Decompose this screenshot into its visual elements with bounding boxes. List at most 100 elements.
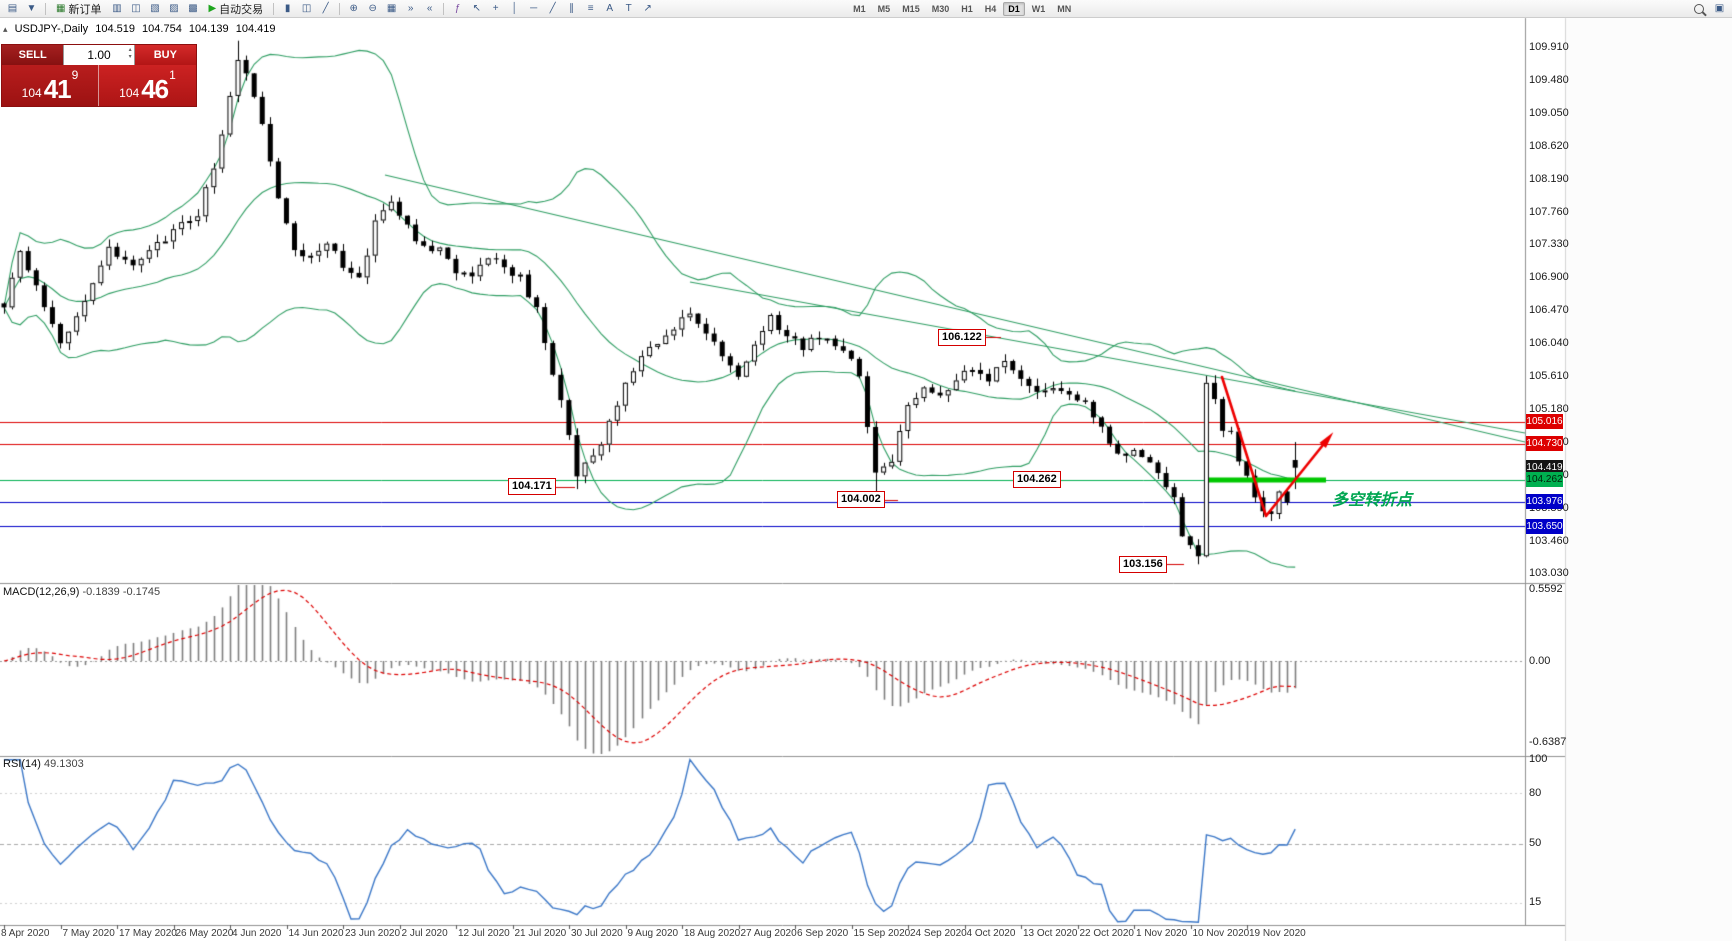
date-axis-label: 24 Sep 2020 (910, 928, 967, 939)
date-axis-label: 21 Jul 2020 (514, 928, 567, 939)
price-axis-tick: 108.190 (1529, 172, 1569, 185)
vertical-line-icon[interactable]: │ (511, 2, 518, 14)
ohlc-high: 104.754 (142, 23, 182, 35)
buy-button[interactable]: BUY (134, 45, 196, 65)
date-axis-label: 4 Jun 2020 (232, 928, 282, 939)
price-axis-tick: 106.900 (1529, 271, 1569, 284)
indicators-icon[interactable]: ƒ (454, 2, 461, 14)
macd-scale-label: 0.5592 (1529, 583, 1563, 596)
price-axis-tick: 103.030 (1529, 567, 1569, 580)
price-callout[interactable]: 103.156 (1119, 555, 1167, 573)
candlestick-chart-icon[interactable]: ◫ (301, 2, 312, 14)
date-axis-label: 14 Jun 2020 (288, 928, 344, 939)
data-window-icon[interactable]: ◫ (131, 2, 141, 14)
chart-shift-icon[interactable]: « (426, 2, 433, 14)
text-label-icon[interactable]: T (625, 2, 632, 14)
bar-chart-icon[interactable]: ▮ (284, 2, 291, 14)
line-chart-icon[interactable]: ╱ (322, 2, 329, 14)
market-watch-icon[interactable]: ▥ (112, 2, 122, 14)
chart-annotation[interactable]: 多空转折点 (1332, 492, 1413, 509)
price-callout[interactable]: 106.122 (938, 328, 986, 346)
sell-price[interactable]: 104 41 9 (2, 65, 99, 106)
date-axis-label: 15 Sep 2020 (853, 928, 911, 939)
search-icon[interactable] (1694, 3, 1704, 14)
macd-label: MACD(12,26,9) -0.1839 -0.1745 (3, 586, 160, 598)
trendline-icon[interactable]: ╱ (549, 2, 556, 14)
date-axis-label: 7 May 2020 (62, 928, 115, 939)
auto-trading-label: 自动交易 (219, 3, 264, 16)
toolbar-separator (339, 2, 341, 15)
toolbar-customize-icon[interactable]: ▣ (1714, 2, 1725, 14)
timeframe-m5[interactable]: M5 (877, 3, 891, 14)
price-callout[interactable]: 104.262 (1013, 471, 1061, 489)
timeframe-mn[interactable]: MN (1057, 3, 1072, 14)
date-axis-label: 12 Jul 2020 (458, 928, 510, 939)
arrow-tools-icon[interactable]: ↗ (643, 2, 652, 14)
rsi-scale-label: 80 (1529, 786, 1542, 799)
date-axis-label: 9 Aug 2020 (627, 928, 679, 939)
macd-scale-label: -0.6387 (1529, 735, 1567, 748)
buy-price-prefix: 104 (119, 86, 140, 100)
horizontal-line-icon[interactable]: ─ (530, 2, 538, 14)
resistance-line-badge-104730: 104.730 (1526, 436, 1563, 452)
timeframe-h4[interactable]: H4 (984, 3, 997, 14)
price-axis-tick: 105.610 (1529, 370, 1569, 383)
volume-stepper[interactable]: 1.00 ▴ ▾ (63, 45, 135, 65)
timeframe-m30[interactable]: M30 (931, 3, 950, 14)
strategy-tester-icon[interactable]: ▩ (188, 2, 198, 14)
rsi-scale-label: 50 (1529, 837, 1542, 850)
tile-windows-icon[interactable]: ▦ (386, 2, 397, 14)
navigator-icon[interactable]: ▧ (150, 2, 160, 14)
symbol-period: USDJPY-,Daily (14, 23, 89, 35)
date-axis-label: 13 Oct 2020 (1023, 928, 1078, 939)
current-price-badge: 104.419 (1526, 460, 1563, 476)
price-callout[interactable]: 104.002 (837, 491, 885, 509)
toolbar-separator (45, 2, 46, 15)
macd-values: -0.1839 -0.1745 (82, 586, 161, 598)
date-axis-label: 8 Apr 2020 (1, 928, 50, 939)
sell-price-main: 41 (43, 74, 72, 104)
new-order-icon: ▦ (56, 3, 66, 14)
support-line-badge-103976: 103.976 (1526, 494, 1563, 510)
new-order-button[interactable]: ▦ 新订单 (52, 1, 105, 16)
volume-spinner-icon[interactable]: ▴ ▾ (128, 47, 132, 60)
new-chart-icon[interactable]: ▤ (7, 2, 18, 14)
date-axis-label: 2 Jul 2020 (401, 928, 448, 939)
price-callout[interactable]: 104.171 (508, 478, 556, 496)
ohlc-close: 104.419 (235, 23, 276, 35)
collapse-panel-icon[interactable]: ▴ (3, 24, 8, 34)
price-axis-tick: 109.050 (1529, 106, 1569, 119)
macd-name: MACD(12,26,9) (3, 586, 80, 598)
price-axis-tick: 107.760 (1529, 205, 1569, 218)
cursor-icon[interactable]: ↖ (472, 2, 481, 14)
toolbar-separator (443, 2, 445, 15)
terminal-icon[interactable]: ▨ (169, 2, 179, 14)
sell-button[interactable]: SELL (2, 45, 64, 65)
timeframe-h1[interactable]: H1 (961, 3, 973, 14)
equidistant-channel-icon[interactable]: ∥ (569, 2, 575, 14)
timeframe-m15[interactable]: M15 (902, 3, 920, 14)
date-axis-label: 30 Jul 2020 (571, 928, 623, 939)
date-axis-label: 1 Nov 2020 (1136, 928, 1188, 939)
auto-scroll-icon[interactable]: » (407, 2, 414, 14)
buy-price-pip: 1 (169, 68, 176, 82)
support-line-badge-103650: 103.650 (1526, 518, 1563, 534)
chart-profiles-icon[interactable]: ▼ (26, 2, 37, 14)
auto-trading-button[interactable]: ▶ 自动交易 (204, 1, 267, 16)
zoom-out-icon[interactable]: ⊖ (368, 2, 377, 14)
crosshair-icon[interactable]: + (492, 2, 499, 14)
rsi-scale-label: 100 (1529, 753, 1548, 766)
rsi-scale-label: 15 (1529, 896, 1542, 909)
buy-price-main: 46 (141, 74, 169, 104)
buy-price[interactable]: 104 46 1 (99, 65, 196, 106)
date-axis-label: 18 Aug 2020 (684, 928, 741, 939)
date-axis-label: 19 Nov 2020 (1249, 928, 1306, 939)
timeframe-w1[interactable]: W1 (1031, 3, 1046, 14)
fibonacci-icon[interactable]: ≡ (587, 2, 594, 14)
text-icon[interactable]: A (606, 2, 613, 14)
timeframe-m1[interactable]: M1 (853, 3, 866, 14)
timeframe-d1[interactable]: D1 (1003, 1, 1025, 16)
zoom-in-icon[interactable]: ⊕ (349, 2, 358, 14)
